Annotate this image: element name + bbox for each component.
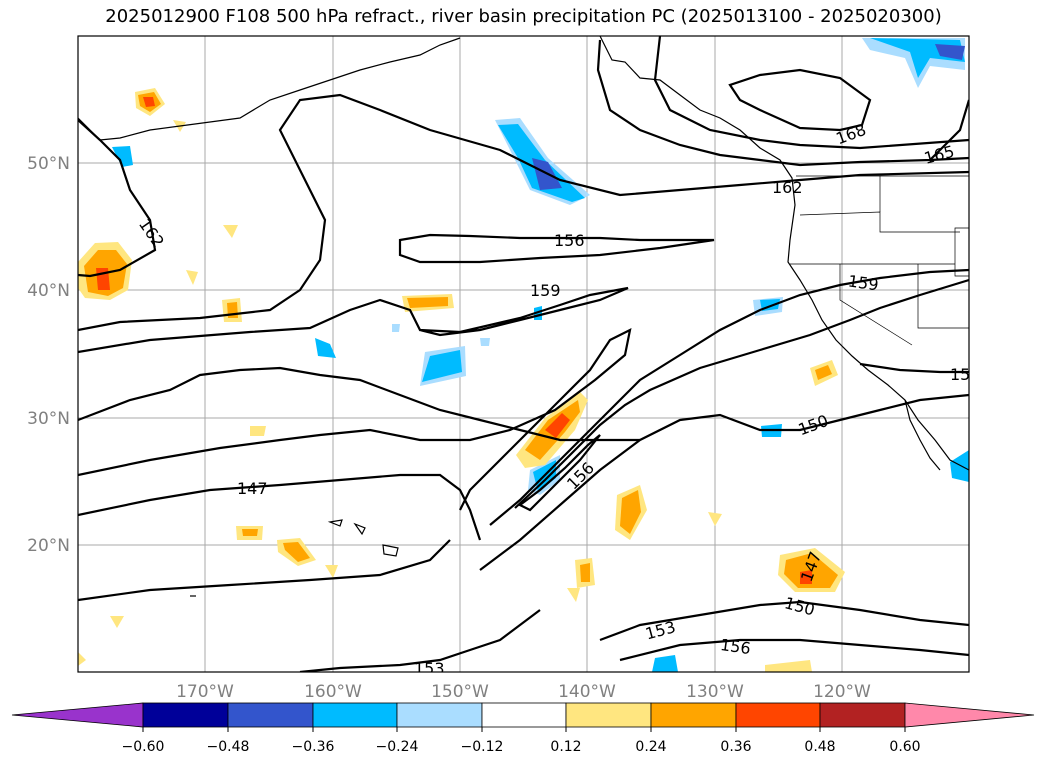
refractivity-contours — [78, 36, 969, 672]
contour-label: 162 — [772, 178, 803, 197]
lat-tick-label: 20°N — [27, 536, 70, 556]
colorbar-segment — [735, 702, 821, 728]
colorbar-label: 0.24 — [635, 739, 666, 755]
lon-tick-label: 140°W — [558, 682, 616, 702]
colorbar-label: 0.48 — [804, 739, 835, 755]
lon-tick-label: 170°W — [176, 682, 234, 702]
lon-tick-label: 150°W — [431, 682, 489, 702]
colorbar-labels: −0.60 −0.48 −0.36 −0.24 −0.12 0.12 0.24 … — [122, 739, 921, 755]
lat-tick-labels: 50°N 40°N 30°N 20°N — [27, 154, 70, 556]
colorbar-label: −0.36 — [292, 739, 335, 755]
colorbar-label: 0.36 — [720, 739, 751, 755]
contour-label: 156 — [719, 635, 752, 658]
contour-label: 153 — [414, 659, 445, 678]
colorbar-segment — [650, 702, 737, 728]
contour-label: 159 — [530, 281, 561, 300]
colorbar-segment — [11, 702, 144, 728]
colorbar-segment — [904, 702, 1035, 728]
lon-tick-label: 120°W — [813, 682, 871, 702]
colorbar-label: 0.12 — [550, 739, 581, 755]
colorbar-label: −0.60 — [122, 739, 165, 755]
borders — [790, 175, 969, 346]
colorbar-label: 0.60 — [889, 739, 920, 755]
colorbar — [11, 702, 1035, 728]
lat-tick-label: 40°N — [27, 281, 70, 301]
colorbar-ticks — [142, 727, 906, 732]
map-frame — [77, 35, 970, 673]
coastlines — [78, 36, 969, 597]
colorbar-label: −0.48 — [207, 739, 250, 755]
lat-tick-label: 50°N — [27, 154, 70, 174]
lat-tick-label: 30°N — [27, 409, 70, 429]
contour-label: 147 — [237, 479, 268, 498]
colorbar-segment — [481, 702, 567, 728]
colorbar-label: −0.12 — [461, 739, 504, 755]
colorbar-segment — [565, 702, 652, 728]
colorbar-segment — [227, 702, 314, 728]
colorbar-segment — [819, 702, 906, 728]
contour-label: 15 — [950, 365, 970, 384]
lon-tick-label: 160°W — [304, 682, 362, 702]
contour-label: 159 — [847, 271, 880, 294]
colorbar-segment — [142, 702, 229, 728]
lon-tick-labels: 170°W 160°W 150°W 140°W 130°W 120°W — [176, 682, 871, 702]
precip-patches — [78, 38, 969, 672]
map-title: 2025012900 F108 500 hPa refract., river … — [105, 6, 942, 27]
colorbar-segment — [396, 702, 483, 728]
colorbar-label: −0.24 — [376, 739, 419, 755]
lon-tick-label: 130°W — [686, 682, 744, 702]
colorbar-segment — [312, 702, 398, 728]
contour-label: 156 — [554, 231, 585, 250]
